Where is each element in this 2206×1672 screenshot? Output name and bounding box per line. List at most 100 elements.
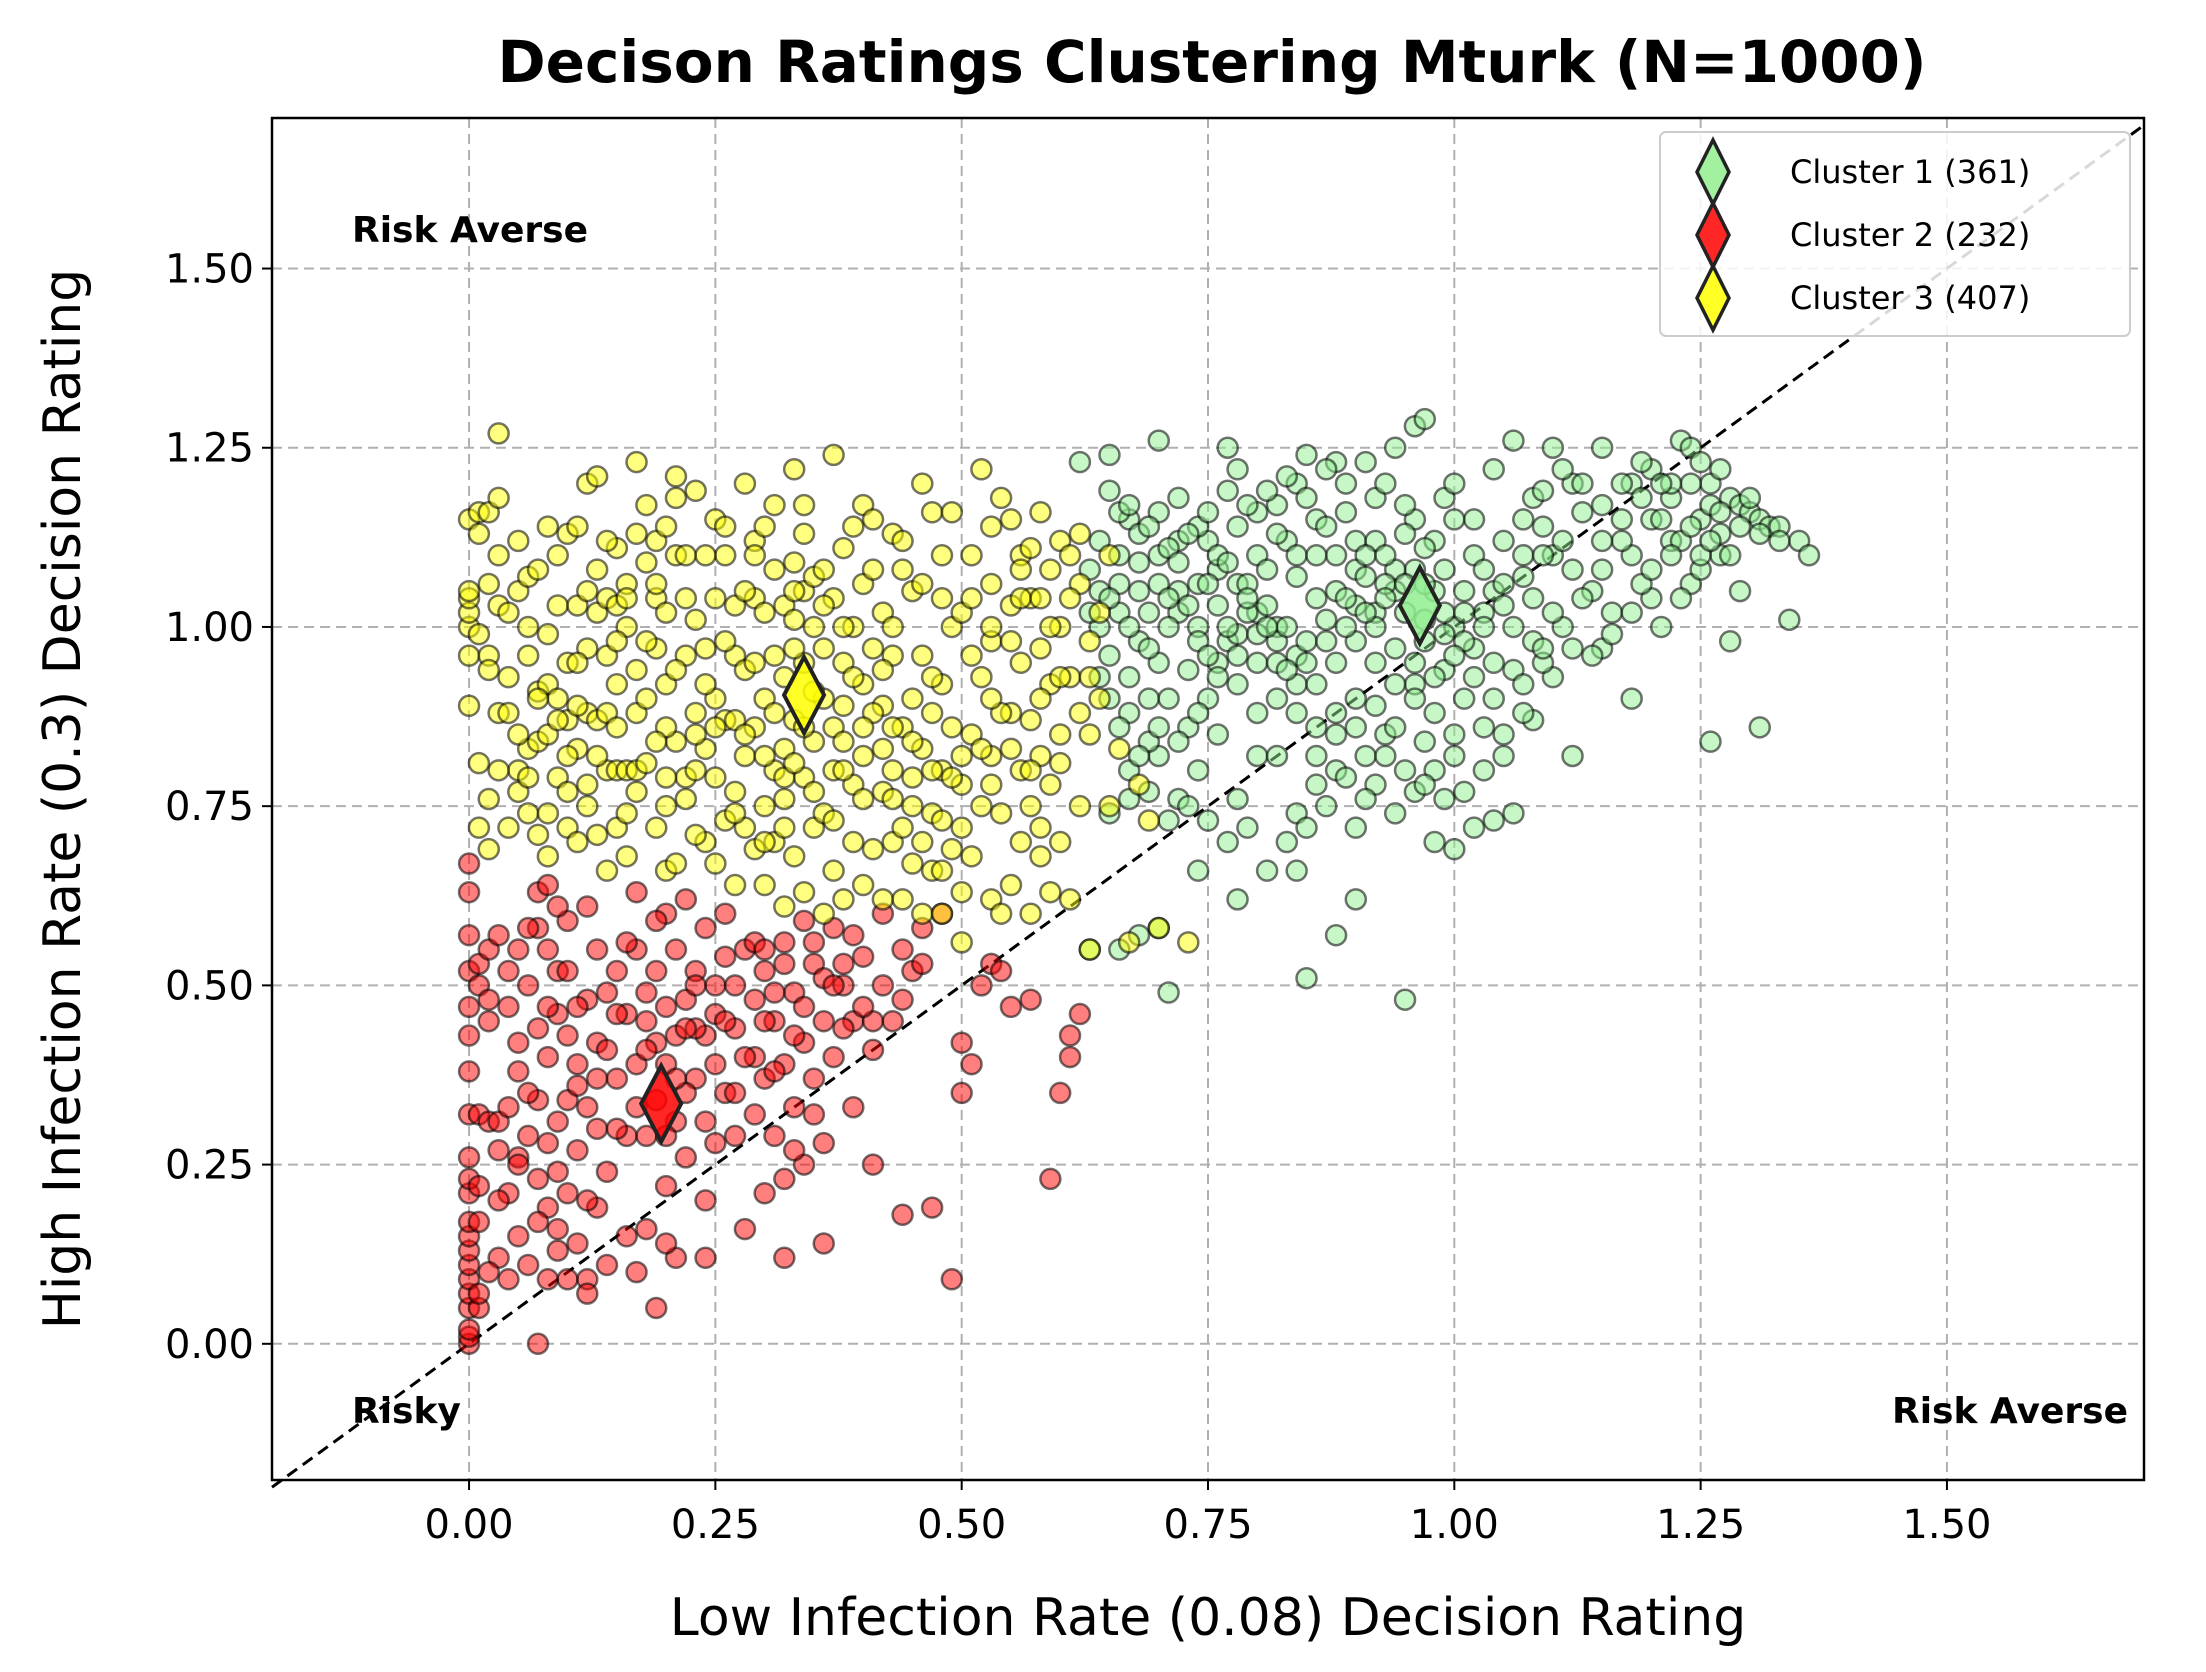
point-cluster-2 — [546, 1160, 569, 1184]
point-cluster-3 — [694, 544, 717, 567]
y-tick-label: 1.50 — [165, 247, 254, 293]
point-cluster-2 — [822, 1045, 845, 1069]
point-cluster-3 — [782, 579, 806, 603]
point-cluster-1 — [1157, 981, 1180, 1004]
point-cluster-3 — [457, 694, 481, 718]
point-cluster-1 — [1413, 407, 1437, 431]
point-cluster-1 — [1206, 594, 1230, 617]
point-cluster-2 — [645, 1296, 668, 1320]
point-cluster-3 — [970, 737, 993, 761]
point-cluster-3 — [704, 716, 727, 739]
point-cluster-3 — [773, 816, 796, 839]
point-cluster-1 — [1571, 472, 1594, 495]
point-cluster-1 — [1098, 443, 1121, 467]
point-cluster-3 — [1068, 794, 1092, 818]
point-cluster-1 — [1452, 601, 1476, 624]
point-cluster-1 — [1314, 458, 1338, 481]
point-cluster-1 — [1649, 472, 1673, 495]
point-cluster-1 — [1265, 522, 1289, 546]
point-cluster-2 — [782, 1095, 806, 1119]
point-cluster-3 — [911, 830, 934, 854]
point-cluster-3 — [970, 794, 993, 818]
point-cluster-1 — [1127, 551, 1151, 574]
point-cluster-1 — [1413, 730, 1437, 753]
point-cluster-1 — [1285, 565, 1308, 589]
point-cluster-3 — [753, 601, 776, 624]
x-axis-ticks: 0.00 0.25 0.50 0.75 1.00 1.25 1.50 — [425, 1480, 1991, 1548]
point-cluster-3 — [1108, 737, 1131, 761]
point-cluster-3 — [467, 522, 491, 546]
point-cluster-3 — [635, 687, 658, 710]
point-cluster-1 — [1226, 673, 1249, 696]
point-cluster-1 — [1147, 429, 1170, 452]
x-tick-label: 0.50 — [917, 1502, 1006, 1548]
point-cluster-1 — [1492, 723, 1515, 746]
point-cluster-1 — [1196, 809, 1220, 832]
point-cluster-3 — [1029, 587, 1052, 610]
point-cluster-3 — [1137, 809, 1161, 832]
point-cluster-1 — [1374, 587, 1397, 610]
point-cluster-1 — [1433, 787, 1456, 811]
point-cluster-1 — [1443, 472, 1466, 495]
point-cluster-2 — [1039, 1167, 1062, 1191]
point-cluster-1 — [1452, 687, 1476, 710]
point-cluster-2 — [595, 1038, 619, 1062]
point-cluster-3 — [635, 551, 658, 574]
point-cluster-3 — [723, 802, 747, 825]
point-cluster-3 — [497, 701, 520, 725]
point-cluster-3 — [940, 766, 964, 789]
point-cluster-3 — [763, 558, 786, 581]
x-tick-label: 0.75 — [1163, 1502, 1252, 1548]
point-cluster-2 — [516, 1124, 540, 1148]
point-cluster-1 — [1265, 687, 1289, 710]
point-cluster-3 — [979, 687, 1003, 710]
point-cluster-2 — [546, 1217, 569, 1241]
point-cluster-3 — [733, 579, 757, 603]
point-cluster-1 — [1443, 644, 1466, 667]
point-cluster-2 — [526, 1167, 550, 1191]
point-cluster-2 — [1058, 1024, 1082, 1047]
point-cluster-3 — [566, 651, 589, 675]
point-cluster-1 — [1275, 465, 1299, 488]
point-cluster-3 — [615, 802, 638, 825]
point-cluster-1 — [1196, 644, 1220, 667]
point-cluster-2 — [615, 1225, 638, 1248]
y-tick-label: 0.75 — [165, 784, 254, 830]
point-cluster-3 — [1009, 558, 1033, 581]
point-cluster-3 — [930, 544, 954, 567]
point-cluster-2 — [861, 1153, 885, 1176]
point-cluster-3 — [920, 701, 944, 725]
point-cluster-1 — [1285, 859, 1308, 882]
point-cluster-3 — [605, 630, 629, 653]
point-cluster-2 — [812, 1232, 835, 1255]
point-cluster-3 — [881, 615, 904, 639]
point-cluster-2 — [743, 988, 767, 1011]
point-cluster-1 — [1226, 787, 1249, 811]
point-cluster-3 — [635, 493, 658, 517]
point-cluster-3 — [782, 458, 806, 481]
point-cluster-2 — [674, 1017, 698, 1040]
point-cluster-3 — [477, 787, 501, 811]
x-tick-label: 0.25 — [671, 1502, 760, 1548]
point-cluster-1 — [1709, 458, 1732, 481]
point-cluster-3 — [1058, 544, 1082, 567]
point-cluster-2 — [713, 945, 737, 968]
point-cluster-3 — [861, 558, 885, 581]
point-cluster-1 — [1127, 744, 1151, 768]
point-cluster-1 — [1275, 658, 1299, 682]
point-cluster-2 — [576, 895, 599, 918]
point-cluster-3 — [467, 751, 491, 775]
point-cluster-3 — [585, 744, 609, 768]
point-cluster-1 — [1640, 558, 1663, 581]
legend: Cluster 1 (361) Cluster 2 (232) Cluster 3 … — [1659, 131, 2131, 337]
point-cluster-3 — [999, 873, 1023, 897]
point-cluster-3 — [743, 651, 767, 675]
x-tick-label: 1.00 — [1410, 1502, 1499, 1548]
point-cluster-3 — [457, 579, 481, 603]
point-cluster-2 — [556, 1268, 579, 1291]
point-cluster-1 — [1265, 744, 1289, 768]
point-cluster-1 — [1324, 723, 1348, 746]
point-cluster-2 — [773, 1246, 796, 1270]
point-cluster-3 — [822, 443, 845, 467]
point-cluster-3 — [566, 515, 589, 538]
